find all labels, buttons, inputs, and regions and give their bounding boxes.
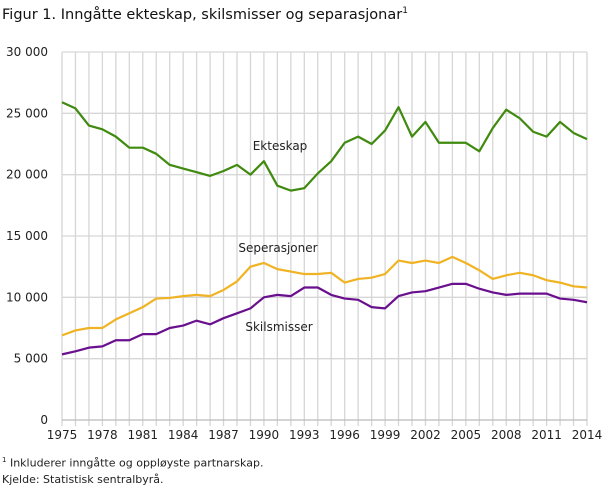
footnote: 1 Inkluderer inngåtte og oppløyste partn…	[2, 456, 263, 470]
y-tick-label: 10 000	[6, 290, 48, 304]
series-label: Seperasjoner	[238, 241, 317, 255]
x-tick-label: 2002	[410, 428, 441, 442]
x-tick-label: 2011	[531, 428, 562, 442]
x-tick-label: 1975	[47, 428, 78, 442]
x-tick-label: 1978	[87, 428, 118, 442]
series-line-ekteskap	[61, 101, 588, 192]
x-tick-label: 1996	[329, 428, 360, 442]
x-tick-label: 1990	[249, 428, 280, 442]
x-tick-label: 1984	[168, 428, 199, 442]
y-tick-label: 20 000	[6, 168, 48, 182]
series-label: Skilsmisser	[245, 320, 312, 334]
x-tick-label: 2008	[491, 428, 522, 442]
series-line-seperasjoner	[61, 255, 588, 337]
y-tick-label: 5 000	[14, 352, 48, 366]
title-footnote-mark: 1	[402, 6, 408, 16]
y-tick-label: 25 000	[6, 106, 48, 120]
source: Kjelde: Statistisk sentralbyrå.	[2, 473, 164, 486]
footnote-mark: 1	[2, 456, 7, 464]
footnote-text: Inkluderer inngåtte og oppløyste partnar…	[6, 456, 264, 470]
x-tick-label: 2005	[451, 428, 482, 442]
x-tick-label: 1987	[208, 428, 239, 442]
x-tick-label: 1981	[127, 428, 158, 442]
y-tick-label: 15 000	[6, 229, 48, 243]
x-tick-label: 2014	[572, 428, 603, 442]
series-line-skilsmisser	[61, 282, 588, 356]
chart-title-text: Figur 1. Inngåtte ekteskap, skilsmisser …	[2, 6, 403, 23]
y-tick-label: 0	[40, 413, 48, 427]
x-tick-label: 1999	[370, 428, 401, 442]
x-tick-label: 1993	[289, 428, 320, 442]
series-label: Ekteskap	[253, 139, 308, 153]
chart-title: Figur 1. Inngåtte ekteskap, skilsmisser …	[2, 6, 408, 23]
y-tick-label: 30 000	[6, 45, 48, 59]
